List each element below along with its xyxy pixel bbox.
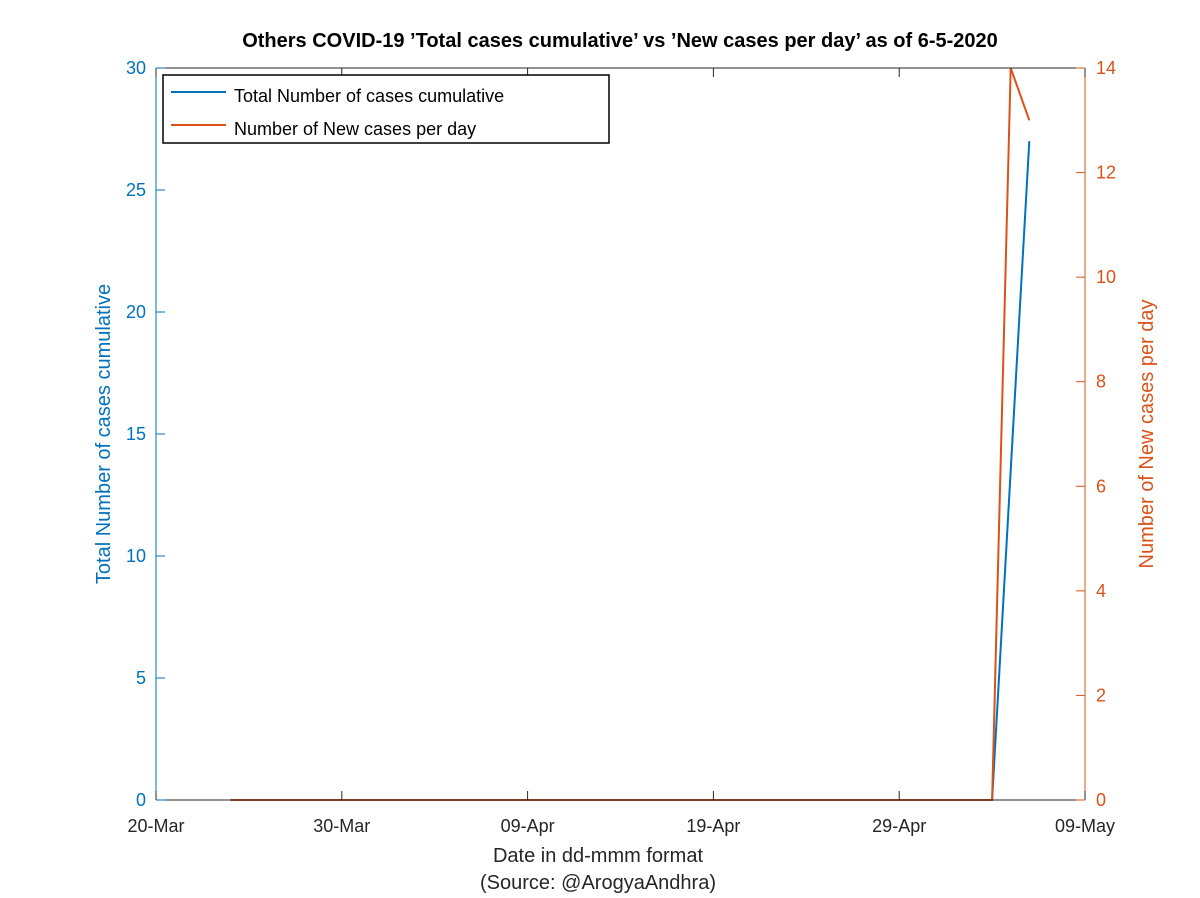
x-tick-label: 09-May xyxy=(1055,816,1115,836)
y-left-tick-label: 5 xyxy=(136,668,146,688)
y-right-tick-label: 6 xyxy=(1096,476,1106,496)
series-line-0 xyxy=(991,141,1031,801)
y-right-tick-label: 4 xyxy=(1096,581,1106,601)
y-left-tick-label: 10 xyxy=(126,546,146,566)
y-axis-right-label: Number of New cases per day xyxy=(1136,299,1158,568)
y-left-tick-label: 15 xyxy=(126,424,146,444)
x-tick-label: 30-Mar xyxy=(313,816,370,836)
legend: Total Number of cases cumulative Number … xyxy=(162,74,610,144)
x-tick-label: 29-Apr xyxy=(872,816,926,836)
y-left-tick-label: 25 xyxy=(126,180,146,200)
x-tick-label: 09-Apr xyxy=(501,816,555,836)
legend-box xyxy=(162,74,610,144)
legend-label-new-cases: Number of New cases per day xyxy=(234,119,476,139)
x-tick-label: 20-Mar xyxy=(127,816,184,836)
y-right-tick-label: 10 xyxy=(1096,267,1116,287)
y-left-tick-label: 0 xyxy=(136,790,146,810)
y-right-tick-label: 8 xyxy=(1096,372,1106,392)
x-tick-label: 19-Apr xyxy=(686,816,740,836)
x-axis-label: Date in dd-mmm format xyxy=(493,845,703,867)
y-right-tick-label: 12 xyxy=(1096,163,1116,183)
y-axis-left-label: Total Number of cases cumulative xyxy=(93,284,115,584)
y-right-tick-label: 14 xyxy=(1096,58,1116,78)
y-left-tick-label: 20 xyxy=(126,302,146,322)
plot-area xyxy=(156,68,1085,800)
legend-label-total-cases: Total Number of cases cumulative xyxy=(234,86,504,106)
y-left-tick-label: 30 xyxy=(126,58,146,78)
axes-layer: 20-Mar 30-Mar 09-Apr 19-Apr 29-Apr 09-May 0 5 10… xyxy=(126,58,1116,836)
y-right-tick-label: 2 xyxy=(1096,685,1106,705)
chart-title: Others COVID-19 ’Total cases cumulative’… xyxy=(242,30,998,52)
y-right-tick-label: 0 xyxy=(1096,790,1106,810)
x-axis-source-label: (Source: @ArogyaAndhra) xyxy=(480,872,716,894)
